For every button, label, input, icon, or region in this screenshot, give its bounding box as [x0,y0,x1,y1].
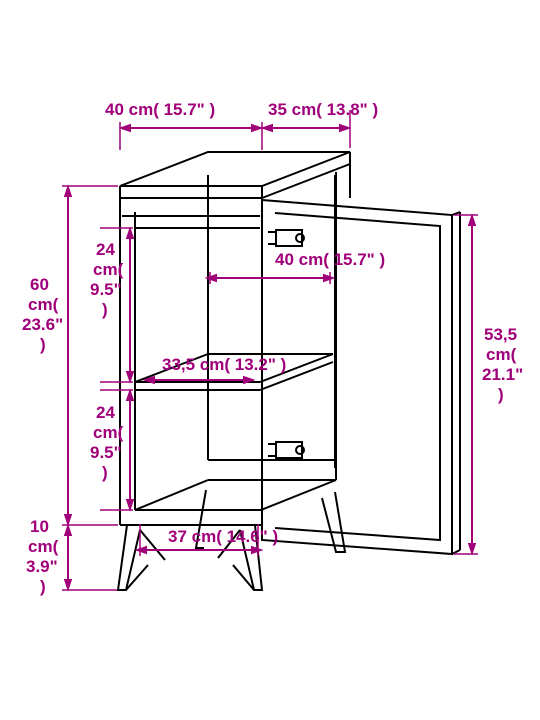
label-height-b: cm( [28,295,59,314]
label-shu-c: 9.5" [90,280,122,299]
label-door-a: 53,5 [484,325,517,344]
label-shelf-depth: 33,5 cm( 13.2" ) [162,355,286,374]
label-inner-width: 40 cm( 15.7" ) [275,250,385,269]
label-leg-d: ) [40,577,46,596]
label-door-c: 21.1" [482,365,523,384]
label-door-b: cm( [486,345,517,364]
label-bottom-depth: 37 cm( 14.6" ) [168,527,278,546]
label-top-width: 40 cm( 15.7" ) [105,100,215,119]
dimension-labels: 40 cm( 15.7" ) 35 cm( 13.8" ) 60 cm( 23.… [22,100,523,596]
label-leg-a: 10 [30,517,49,536]
label-leg-c: 3.9" [26,557,58,576]
label-shl-c: 9.5" [90,443,122,462]
label-shl-b: cm( [93,423,124,442]
label-leg-b: cm( [28,537,59,556]
label-height-a: 60 [30,275,49,294]
label-shu-a: 24 [96,240,115,259]
label-shu-b: cm( [93,260,124,279]
label-door-d: ) [498,385,504,404]
label-height-d: ) [40,335,46,354]
label-shl-d: ) [102,463,108,482]
label-shu-d: ) [102,300,108,319]
label-top-depth: 35 cm( 13.8" ) [268,100,378,119]
label-shl-a: 24 [96,403,115,422]
label-height-c: 23.6" [22,315,63,334]
